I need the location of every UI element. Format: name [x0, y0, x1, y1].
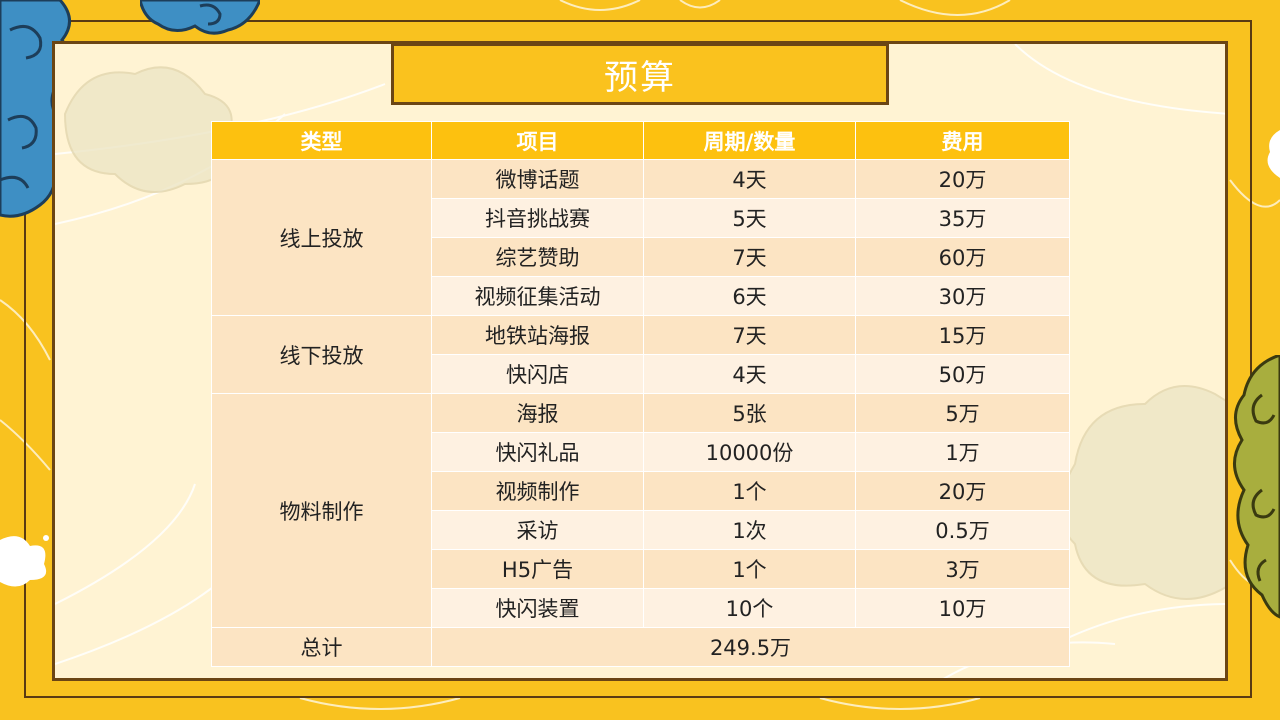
type-cell-online: 线上投放: [211, 159, 432, 316]
blue-cloud-decoration-top: [140, 0, 260, 35]
cost-cell: 3万: [855, 549, 1070, 589]
period-cell: 1个: [643, 549, 856, 589]
table-row: 线上投放 微博话题 4天 20万: [211, 159, 1070, 316]
cost-cell: 20万: [855, 159, 1070, 199]
total-label: 总计: [211, 627, 432, 667]
period-cell: 1次: [643, 510, 856, 550]
item-cell: 地铁站海报: [431, 315, 644, 355]
item-cell: H5广告: [431, 549, 644, 589]
table-row: 视频制作 1个 20万: [212, 471, 1070, 511]
type-cell-offline: 线下投放: [211, 315, 432, 394]
table-header-row: 类型 项目 周期/数量 费用: [211, 121, 1070, 160]
item-cell: 快闪装置: [431, 588, 644, 628]
budget-table: 类型 项目 周期/数量 费用 线上投放 微博话题 4天 20万 抖音挑战赛 5天…: [211, 121, 1070, 667]
type-cell-materials: 物料制作: [211, 393, 432, 628]
green-cloud-decoration: [1233, 355, 1280, 619]
item-cell: 快闪店: [431, 354, 644, 394]
table-row: H5广告 1个 3万: [212, 549, 1070, 589]
cost-cell: 0.5万: [855, 510, 1070, 550]
header-item: 项目: [431, 121, 644, 160]
table-row: 快闪店 4天 50万: [212, 354, 1070, 394]
header-type: 类型: [211, 121, 432, 160]
item-cell: 视频征集活动: [431, 276, 644, 316]
cost-cell: 50万: [855, 354, 1070, 394]
period-cell: 7天: [643, 237, 856, 277]
page-title: 预算: [391, 43, 889, 105]
faint-cloud-topleft: [63, 66, 233, 193]
period-cell: 10000份: [643, 432, 856, 472]
total-value: 249.5万: [431, 627, 1070, 667]
period-cell: 6天: [643, 276, 856, 316]
header-cost: 费用: [855, 121, 1070, 160]
paint-splash-decoration-right: [1267, 130, 1280, 178]
cost-cell: 1万: [855, 432, 1070, 472]
period-cell: 4天: [643, 159, 856, 199]
item-cell: 微博话题: [431, 159, 644, 199]
period-cell: 1个: [643, 471, 856, 511]
item-cell: 抖音挑战赛: [431, 198, 644, 238]
period-cell: 10个: [643, 588, 856, 628]
period-cell: 4天: [643, 354, 856, 394]
cost-cell: 30万: [855, 276, 1070, 316]
cost-cell: 10万: [855, 588, 1070, 628]
header-period: 周期/数量: [643, 121, 856, 160]
total-row: 总计 249.5万: [211, 627, 1070, 667]
period-cell: 7天: [643, 315, 856, 355]
cost-cell: 15万: [855, 315, 1070, 355]
table-row: 采访 1次 0.5万: [212, 510, 1070, 550]
cost-cell: 5万: [855, 393, 1070, 433]
item-cell: 综艺赞助: [431, 237, 644, 277]
item-cell: 视频制作: [431, 471, 644, 511]
cost-cell: 60万: [855, 237, 1070, 277]
item-cell: 采访: [431, 510, 644, 550]
cost-cell: 20万: [855, 471, 1070, 511]
item-cell: 快闪礼品: [431, 432, 644, 472]
faint-cloud-right: [1059, 385, 1225, 600]
item-cell: 海报: [431, 393, 644, 433]
cost-cell: 35万: [855, 198, 1070, 238]
table-row: 快闪装置 10个 10万: [212, 588, 1070, 628]
period-cell: 5天: [643, 198, 856, 238]
panel-pattern: [55, 44, 1225, 678]
table-row: 物料制作 海报 5张 5万: [211, 393, 1070, 628]
table-row: 综艺赞助 7天 60万: [212, 237, 1070, 277]
period-cell: 5张: [643, 393, 856, 433]
paint-splash-decoration: [0, 535, 49, 587]
outer-frame: [24, 20, 1252, 698]
table-row: 线下投放 地铁站海报 7天 15万: [211, 315, 1070, 394]
